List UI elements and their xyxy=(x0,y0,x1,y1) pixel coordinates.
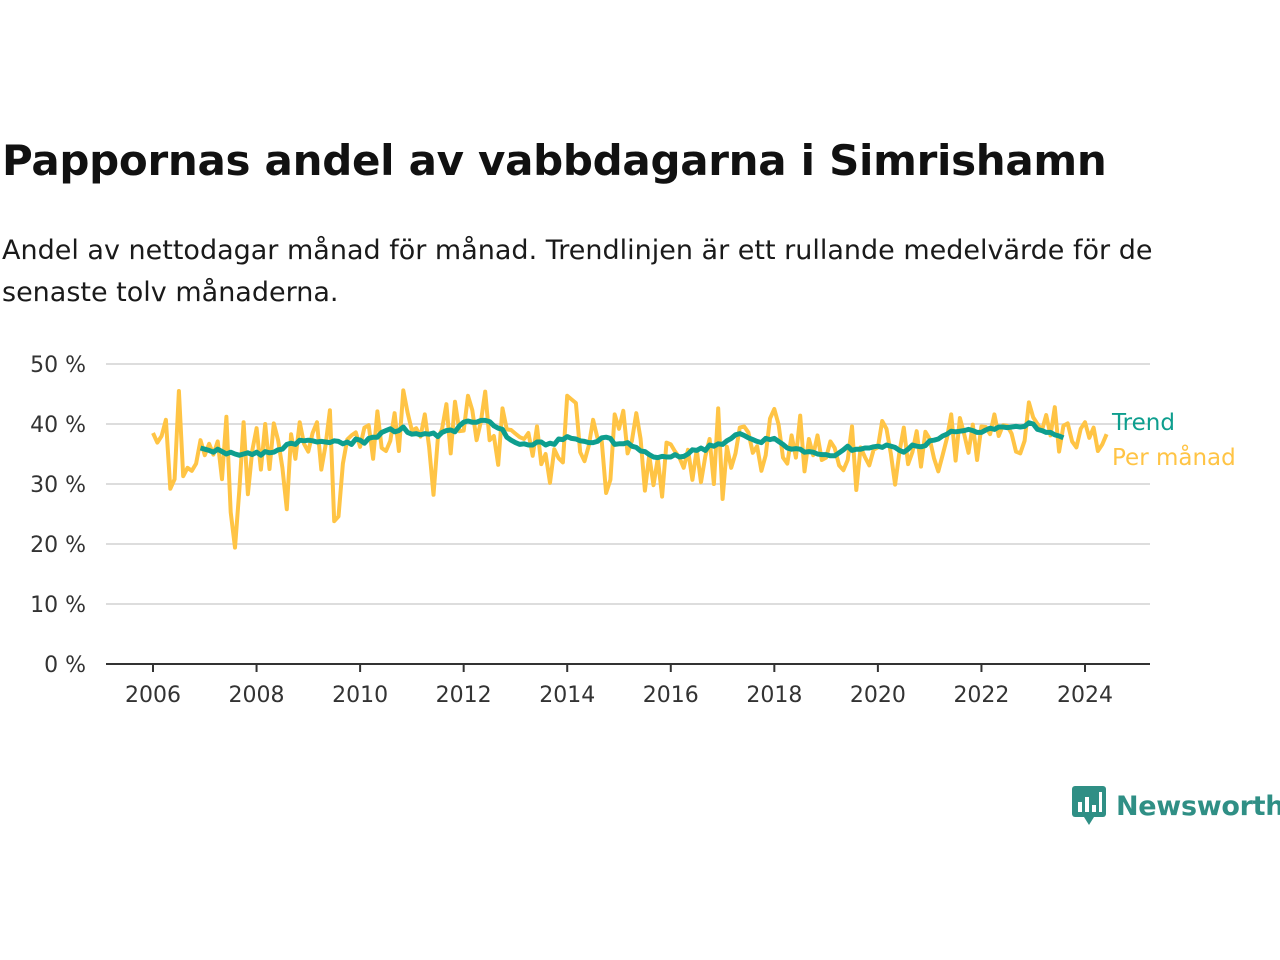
y-axis-ticks: 0 % 10 % 20 % 30 % 40 % 50 % xyxy=(30,353,86,678)
x-tick-label: 2010 xyxy=(332,683,388,708)
y-tick-label: 20 % xyxy=(30,533,86,558)
x-tick-label: 2024 xyxy=(1057,683,1113,708)
newsworthy-logo-icon xyxy=(1072,786,1106,825)
x-tick-label: 2012 xyxy=(436,683,492,708)
x-tick-label: 2018 xyxy=(746,683,802,708)
monthly-line xyxy=(151,388,1109,550)
series-lines xyxy=(151,388,1109,550)
legend-trend: Trend xyxy=(1111,410,1175,436)
x-tick-label: 2006 xyxy=(125,683,181,708)
x-tick-label: 2008 xyxy=(229,683,285,708)
x-tick-label: 2016 xyxy=(643,683,699,708)
legend: Trend Per månad xyxy=(1111,410,1236,471)
brand-logo: Newsworthy xyxy=(1072,786,1280,826)
y-tick-label: 0 % xyxy=(44,653,86,678)
chart-title: Pappornas andel av vabbdagarna i Simrish… xyxy=(2,136,1107,185)
line-chart: 0 % 10 % 20 % 30 % 40 % 50 % 2006 2008 2010 2012… xyxy=(30,353,1236,708)
chart-subtitle: Andel av nettodagar månad för månad. Tre… xyxy=(2,235,1153,308)
x-axis: 2006 2008 2010 2012 2014 2016 2018 2020 2022 2024 xyxy=(106,663,1150,708)
x-tick-label: 2022 xyxy=(953,683,1009,708)
legend-monthly: Per månad xyxy=(1112,443,1236,471)
x-tick-label: 2014 xyxy=(539,683,595,708)
gridlines xyxy=(106,363,1150,605)
y-tick-label: 30 % xyxy=(30,473,86,498)
x-tick-label: 2020 xyxy=(850,683,906,708)
brand-name: Newsworthy xyxy=(1116,790,1280,822)
y-tick-label: 10 % xyxy=(30,593,86,618)
y-tick-label: 40 % xyxy=(30,413,86,438)
trend-line xyxy=(199,417,1065,461)
y-tick-label: 50 % xyxy=(30,353,86,378)
